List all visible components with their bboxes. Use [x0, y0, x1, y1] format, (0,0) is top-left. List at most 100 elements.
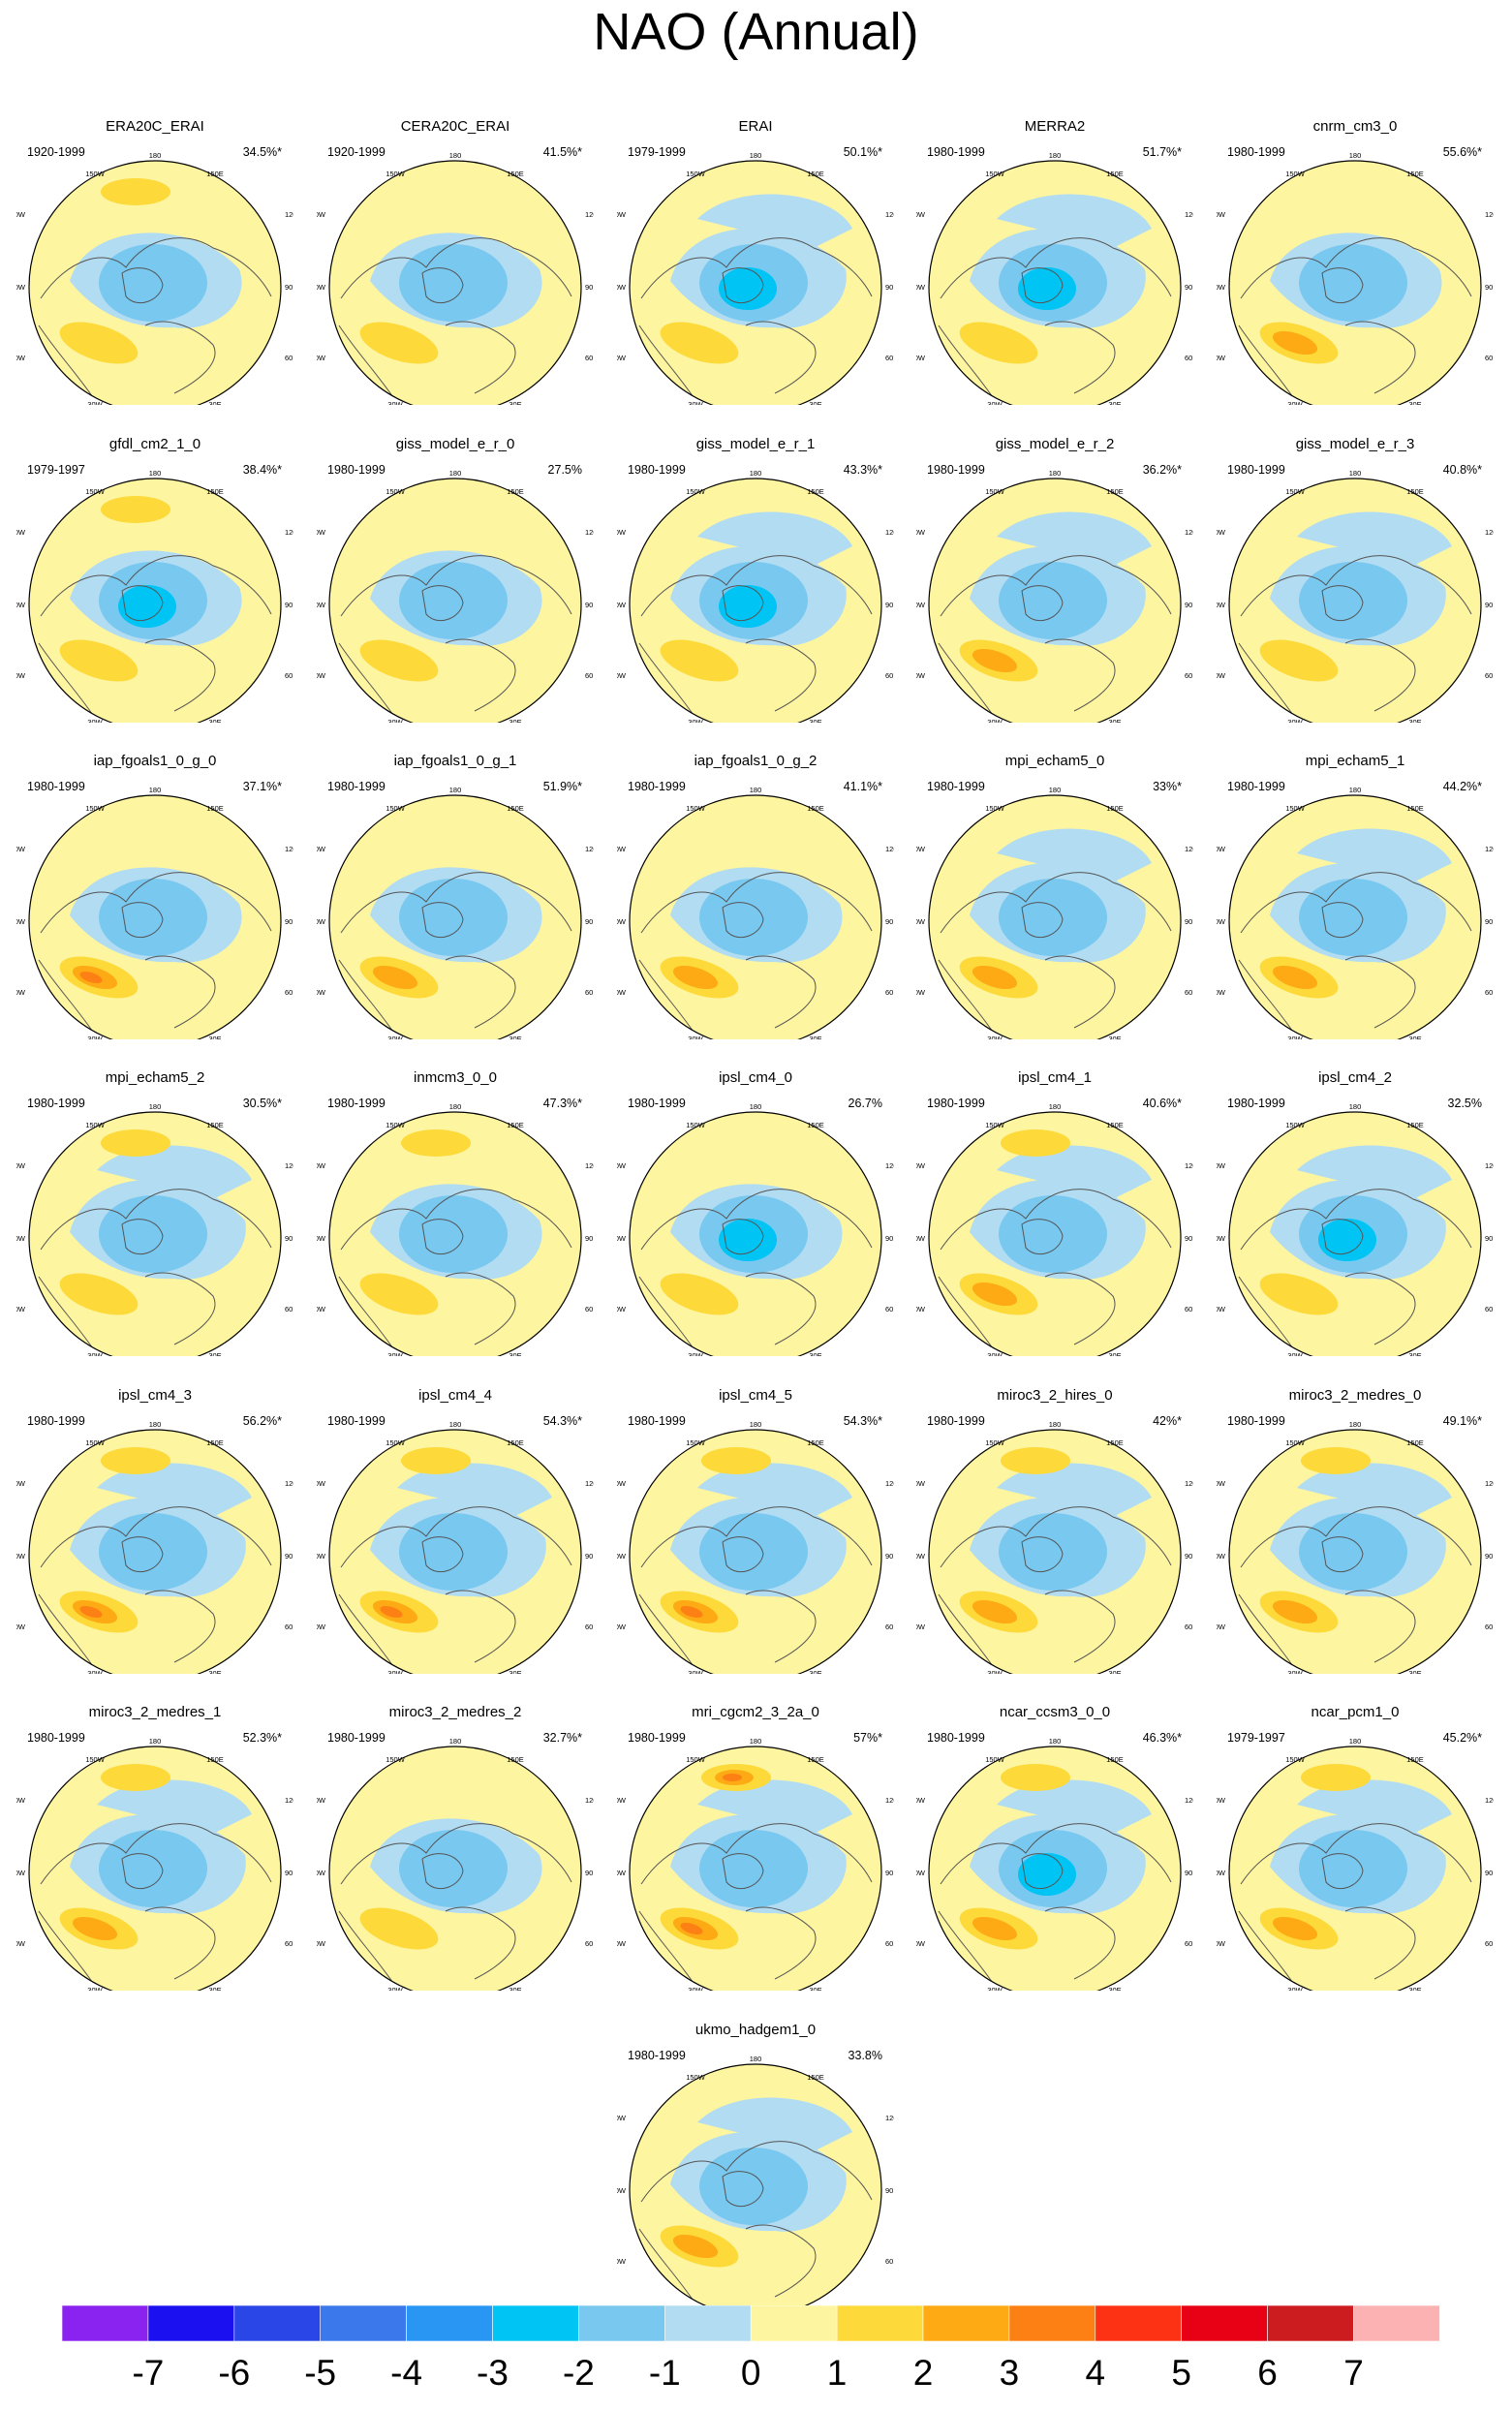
panel-variance: 49.1%* — [1442, 1414, 1482, 1428]
longitude-label: 90E — [585, 601, 594, 609]
longitude-label: 150W — [85, 170, 106, 178]
longitude-label: 120W — [317, 1161, 326, 1170]
longitude-label: 30W — [987, 1986, 1003, 1991]
longitude-label: 150W — [985, 1438, 1005, 1447]
map-panel: 180150W150E120W120E90W90E60W60E30W30E0mp… — [916, 749, 1193, 1039]
panel-period: 1980-1999 — [927, 145, 985, 159]
longitude-label: 30E — [1108, 1035, 1121, 1039]
panel-title: ncar_ccsm3_0_0 — [999, 1704, 1111, 1720]
longitude-label: 120E — [285, 528, 293, 537]
panel-title: CERA20C_ERAI — [400, 118, 510, 135]
longitude-label: 60E — [1485, 1939, 1494, 1948]
polar-map: 180150W150E120W120E90W90E60W60E30W30E0 — [317, 151, 594, 405]
polar-map: 180150W150E120W120E90W90E60W60E30W30E0 — [317, 1737, 594, 1991]
longitude-label: 30E — [509, 1351, 521, 1356]
longitude-label: 180 — [1349, 151, 1362, 160]
longitude-label: 120E — [1485, 210, 1494, 219]
panel-title: miroc3_2_medres_1 — [88, 1704, 222, 1720]
longitude-label: 150E — [1406, 1438, 1424, 1447]
panel-variance: 36.2%* — [1142, 463, 1182, 477]
map-panel: 180150W150E120W120E90W90E60W60E30W30E0ip… — [16, 1383, 293, 1674]
colorbar-swatch — [406, 2305, 493, 2342]
longitude-label: 30E — [809, 1351, 821, 1356]
longitude-label: 150E — [1406, 804, 1424, 813]
longitude-label: 120E — [1485, 845, 1494, 853]
colorbar-label: -3 — [477, 2353, 509, 2393]
longitude-label: 120W — [317, 845, 326, 853]
polar-map: 180150W150E120W120E90W90E60W60E30W30E0 — [1217, 1737, 1494, 1991]
longitude-label: 90E — [885, 2186, 894, 2195]
longitude-label: 60E — [585, 671, 594, 680]
longitude-label: 90E — [1485, 1552, 1494, 1561]
longitude-label: 60W — [317, 1939, 326, 1948]
longitude-label: 30W — [387, 1669, 403, 1674]
panel-period: 1980-1999 — [1227, 1097, 1285, 1110]
panel-title: mpi_echam5_1 — [1305, 753, 1405, 769]
longitude-label: 90W — [16, 601, 26, 609]
panel-period: 1980-1999 — [927, 463, 985, 477]
colorbar-swatch — [1095, 2305, 1183, 2342]
longitude-label: 120E — [1185, 845, 1193, 853]
panel-title: ipsl_cm4_1 — [1018, 1069, 1092, 1086]
panel-period: 1980-1999 — [27, 1414, 85, 1428]
longitude-label: 180 — [149, 151, 162, 160]
longitude-label: 150W — [386, 1121, 406, 1129]
longitude-label: 120E — [885, 1161, 894, 1170]
panel-period: 1979-1997 — [1227, 1731, 1285, 1745]
longitude-label: 120W — [1217, 210, 1226, 219]
longitude-label: 120W — [617, 210, 627, 219]
longitude-label: 120W — [617, 845, 627, 853]
polar-map: 180150W150E120W120E90W90E60W60E30W30E0 — [916, 1102, 1193, 1356]
longitude-label: 60E — [585, 1305, 594, 1314]
longitude-label: 120E — [285, 1161, 293, 1170]
longitude-label: 60E — [1185, 1939, 1193, 1948]
longitude-label: 120W — [16, 1479, 26, 1488]
colorbar-swatch — [492, 2305, 579, 2342]
longitude-label: 90W — [617, 601, 627, 609]
longitude-label: 30E — [509, 1669, 521, 1674]
longitude-label: 90W — [916, 601, 926, 609]
longitude-label: 90E — [1485, 1234, 1494, 1243]
panel-variance: 40.8%* — [1442, 463, 1482, 477]
polar-map: 180150W150E120W120E90W90E60W60E30W30E0 — [1217, 1420, 1494, 1674]
map-panel: 180150W150E120W120E90W90E60W60E30W30E0mp… — [16, 1066, 293, 1356]
longitude-label: 180 — [149, 1420, 162, 1429]
longitude-label: 60E — [1185, 1305, 1193, 1314]
panel-variance: 55.6%* — [1442, 145, 1482, 159]
panel-variance: 32.7%* — [542, 1731, 582, 1745]
map-panel: 180150W150E120W120E90W90E60W60E30W30E0ER… — [16, 114, 293, 405]
longitude-label: 90E — [585, 283, 594, 292]
panel-title: mpi_echam5_2 — [105, 1069, 205, 1086]
longitude-label: 120E — [1485, 1796, 1494, 1805]
longitude-label: 30E — [809, 718, 821, 723]
colorbar-label: 0 — [741, 2353, 761, 2393]
longitude-label: 30E — [509, 1986, 521, 1991]
longitude-label: 120E — [1185, 1796, 1193, 1805]
longitude-label: 30W — [1287, 718, 1303, 723]
longitude-label: 150W — [386, 1755, 406, 1764]
longitude-label: 30E — [1408, 1986, 1421, 1991]
panel-period: 1980-1999 — [628, 1731, 686, 1745]
polar-map: 180150W150E120W120E90W90E60W60E30W30E0 — [916, 469, 1193, 723]
longitude-label: 150E — [1406, 1121, 1424, 1129]
longitude-label: 150W — [386, 1438, 406, 1447]
panel-title: miroc3_2_hires_0 — [997, 1387, 1113, 1404]
longitude-label: 60E — [1485, 1305, 1494, 1314]
polar-map: 180150W150E120W120E90W90E60W60E30W30E0 — [1217, 151, 1494, 405]
longitude-label: 120W — [1217, 528, 1226, 537]
panel-period: 1980-1999 — [27, 1731, 85, 1745]
panel-variance: 33.8% — [848, 2049, 882, 2062]
longitude-label: 150E — [1406, 487, 1424, 496]
longitude-label: 30E — [509, 1035, 521, 1039]
polar-map: 180150W150E120W120E90W90E60W60E30W30E0 — [1217, 786, 1494, 1039]
longitude-label: 30E — [809, 1669, 821, 1674]
colorbar-label: -6 — [218, 2353, 250, 2393]
longitude-label: 180 — [149, 1102, 162, 1111]
longitude-label: 60E — [285, 354, 293, 362]
longitude-label: 60W — [617, 671, 627, 680]
longitude-label: 90E — [285, 917, 293, 926]
panel-variance: 56.2%* — [242, 1414, 282, 1428]
panel-variance: 51.9%* — [542, 780, 582, 793]
colorbar-swatch — [663, 2305, 752, 2342]
colorbar-label: -5 — [304, 2353, 336, 2393]
